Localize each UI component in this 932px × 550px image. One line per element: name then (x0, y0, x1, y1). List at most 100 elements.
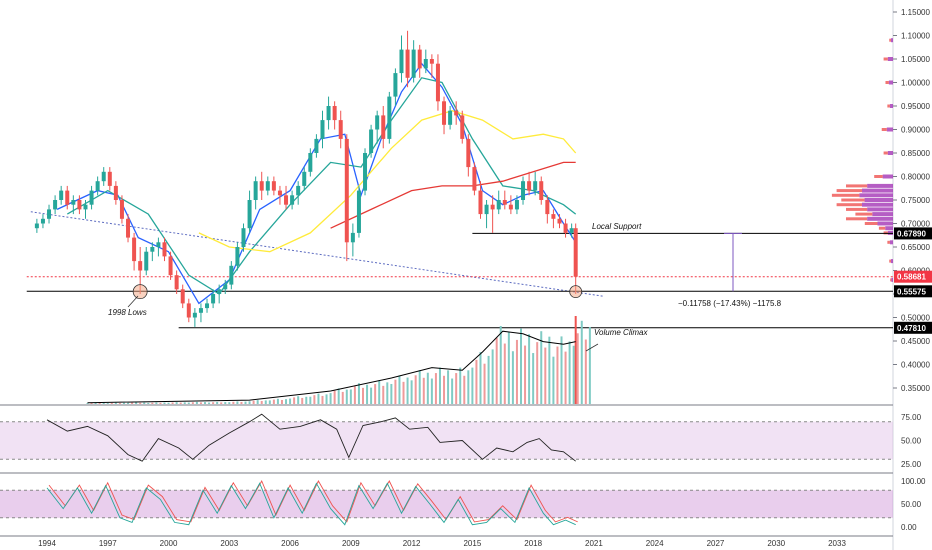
volume-bar (240, 401, 243, 404)
volume-bar (475, 359, 478, 404)
volume-bar (487, 355, 490, 404)
volume-bar (94, 402, 97, 404)
volume-bar (548, 336, 551, 404)
volume-bar (455, 373, 458, 404)
volume-bar (321, 395, 324, 404)
volume-bar (301, 397, 304, 404)
volume-bar (139, 402, 142, 404)
volume-bar (106, 403, 109, 404)
y-tick-label: 0.70000 (901, 220, 930, 229)
x-tick-label: 2021 (585, 539, 603, 548)
candle-body (217, 289, 222, 294)
candle-body (198, 308, 203, 313)
candle-body (95, 181, 100, 191)
volume-profile-bar (867, 207, 893, 212)
volume-bar (155, 402, 158, 404)
volume-bar (451, 378, 454, 404)
candle-body (356, 190, 361, 233)
price-badge (894, 270, 932, 283)
volume-bar (341, 391, 344, 404)
volume-bar (187, 402, 190, 404)
candle-body (363, 153, 368, 191)
candle-body (156, 242, 161, 247)
volume-bar (102, 402, 105, 404)
y-tick-label: 1.15000 (901, 8, 930, 17)
y-tick-label: 0.90000 (901, 126, 930, 135)
candle-body (551, 214, 556, 219)
volume-bar (382, 385, 385, 404)
candle-body (126, 218, 131, 238)
candle-body (241, 228, 246, 247)
volume-profile-bar (881, 128, 887, 131)
volume-bar (285, 399, 288, 404)
candle-body (65, 190, 70, 205)
price-badge-label: 0.55575 (897, 287, 926, 296)
volume-bar (528, 334, 531, 404)
x-tick-label: 2012 (403, 539, 421, 548)
volume-bar (499, 326, 502, 404)
volume-bar (175, 402, 178, 404)
moving-average-line (66, 77, 577, 295)
candle-body (138, 261, 143, 271)
candle-body (235, 247, 240, 266)
volume-profile-bar (883, 57, 888, 61)
volume-bar (370, 387, 373, 404)
volume-bar (406, 377, 409, 404)
volume-bar (90, 402, 93, 404)
y-tick-label: 0.85000 (901, 149, 930, 158)
arrow-volume-climax (585, 343, 599, 352)
candle-body (563, 223, 568, 233)
volume-profile-bar (867, 183, 893, 188)
volume-bar (366, 384, 369, 404)
volume-bar (329, 393, 332, 404)
y-tick-label: 1.00000 (901, 79, 930, 88)
volume-profile-bar (882, 174, 893, 179)
x-tick-label: 2006 (281, 539, 299, 548)
candle-body (107, 171, 112, 186)
lows-circle-1998 (132, 284, 148, 300)
candle-body (472, 167, 477, 191)
candle-body (308, 153, 313, 172)
candle-body (545, 200, 550, 215)
candle-body (381, 115, 386, 139)
candle-body (326, 106, 331, 121)
candle-body (411, 49, 416, 78)
candle-body (253, 181, 258, 200)
volume-profile-bar (872, 212, 893, 217)
volume-bar (337, 388, 340, 404)
stoch-tick-label: 100.00 (901, 477, 926, 486)
volume-profile-bar (836, 203, 862, 207)
candle-body (168, 256, 173, 276)
y-tick-label: 0.50000 (901, 314, 930, 323)
volume-bar (204, 402, 206, 404)
volume-bar (495, 337, 498, 404)
volume-profile-bar (889, 104, 893, 108)
volume-bar (584, 339, 587, 404)
volume-profile-bar (846, 207, 868, 211)
candle-body (40, 218, 45, 224)
y-tick-label: 0.35000 (901, 384, 930, 393)
volume-bar (568, 341, 571, 404)
volume-profile-bar (887, 240, 890, 244)
candle-body (502, 200, 507, 205)
x-tick-label: 2000 (160, 539, 178, 548)
candle-body (460, 115, 465, 139)
y-tick-label: 1.05000 (901, 55, 930, 64)
candle-body (521, 181, 526, 200)
volume-bar (345, 389, 348, 404)
volume-profile-bar (887, 230, 893, 235)
candle-body (205, 303, 210, 309)
volume-bar (426, 372, 429, 404)
volume-bar (471, 367, 474, 404)
candle-body (423, 59, 428, 69)
annotation-volume-climax: Volume Climax (594, 328, 648, 337)
candle-body (405, 49, 410, 78)
candle-body (557, 218, 562, 224)
candle-body (47, 209, 52, 219)
candle-body (496, 200, 501, 210)
x-axis: 1994 1997 2000 2003 2006 2009 2012 2015 2018 2021… (38, 539, 846, 548)
rsi-line (46, 413, 576, 462)
volume-bar (252, 400, 255, 404)
volume-profile-bar (888, 80, 893, 85)
